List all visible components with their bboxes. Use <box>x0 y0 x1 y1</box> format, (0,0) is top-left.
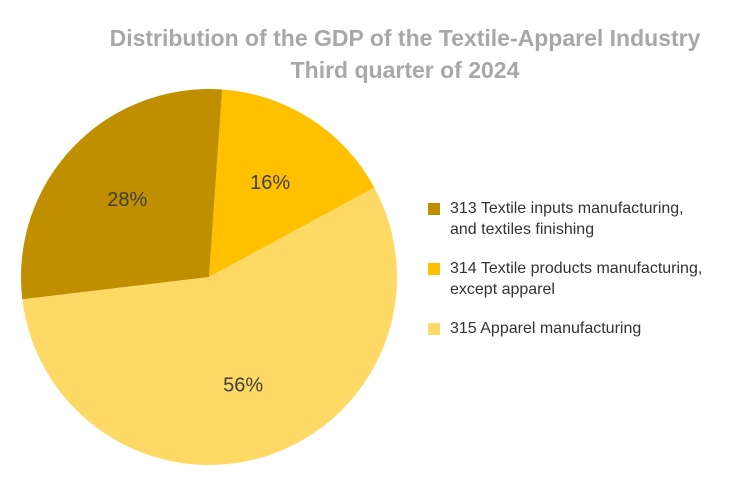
legend: 313 Textile inputs manufacturing, and tex… <box>428 198 743 357</box>
chart-subtitle: Third quarter of 2024 <box>290 57 520 83</box>
data-label-315: 56% <box>223 375 263 397</box>
data-label-314: 16% <box>250 172 290 194</box>
legend-label-314-line1: 314 Textile products manufacturing, <box>450 260 703 277</box>
legend-swatch-315 <box>428 323 440 335</box>
legend-item-314: 314 Textile products manufacturing, excep… <box>428 258 743 300</box>
pie-slice-314 <box>209 89 375 277</box>
chart-title-block: Distribution of the GDP of the Textile-A… <box>105 22 705 86</box>
legend-swatch-313 <box>428 203 440 215</box>
legend-item-315: 315 Apparel manufacturing <box>428 318 743 339</box>
pie-slice-315 <box>22 187 398 465</box>
legend-label-313-line1: 313 Textile inputs manufacturing, <box>450 200 684 217</box>
pie-slice-313 <box>21 89 223 300</box>
legend-item-313: 313 Textile inputs manufacturing, and tex… <box>428 198 743 240</box>
data-label-313: 28% <box>107 189 147 211</box>
legend-label-315-line1: 315 Apparel manufacturing <box>450 320 642 337</box>
legend-swatch-314 <box>428 263 440 275</box>
chart-title: Distribution of the GDP of the Textile-A… <box>109 25 701 51</box>
legend-label-314-line2: except apparel <box>450 281 555 298</box>
legend-label-313-line2: and textiles finishing <box>450 221 595 238</box>
